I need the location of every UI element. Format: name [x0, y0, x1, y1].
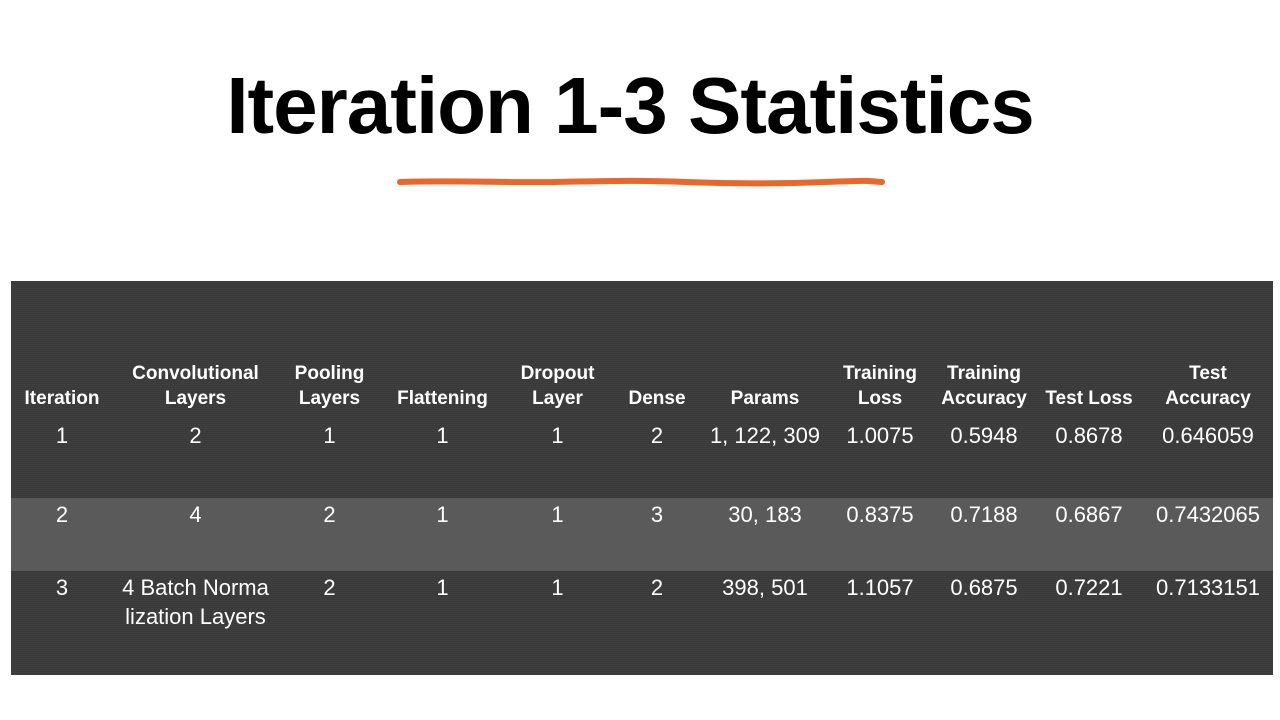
table-cell: 1.0075	[846, 423, 914, 448]
table-cell: 0.7432065	[1143, 498, 1273, 571]
table-cell: 3	[55, 575, 69, 600]
header-dropout-layer: Dropout Layer	[520, 363, 595, 409]
table-row: 3 4 Batch Normalization Layers 2 1 1 2 3…	[11, 571, 1273, 676]
table-cell: 0.5948	[950, 423, 1018, 448]
table-cell: 0.7133151	[1156, 575, 1260, 600]
header-training-accuracy: Training Accuracy	[941, 363, 1027, 409]
statistics-table-container: Iteration Convolutional Layers Pooling L…	[11, 281, 1273, 675]
table-cell: 1	[323, 423, 336, 448]
table-cell: 3	[611, 498, 703, 571]
table-cell: 1	[436, 423, 449, 448]
table-header-row: Iteration Convolutional Layers Pooling L…	[11, 281, 1273, 417]
table-cell: 2	[278, 498, 381, 571]
table-cell: 0.8375	[827, 498, 933, 571]
header-test-loss: Test Loss	[1045, 388, 1133, 409]
table-cell: 1	[55, 423, 69, 448]
table-cell-text: 4 Batch Normalization Layers	[122, 575, 269, 629]
header-dense: Dense	[628, 388, 686, 409]
table-cell: 2	[650, 423, 664, 448]
table-cell: 2	[189, 423, 202, 448]
table-cell: 2	[650, 575, 664, 600]
table-cell: 1	[381, 498, 504, 571]
table-cell: 0.646059	[1162, 423, 1254, 448]
table-cell: 398, 501	[722, 575, 808, 600]
table-cell: 30, 183	[703, 498, 827, 571]
table-cell: 1.1057	[846, 575, 914, 600]
table-cell: 1	[551, 575, 564, 600]
header-params: Params	[730, 388, 800, 409]
table-cell: 4	[113, 498, 278, 571]
header-flattening: Flattening	[397, 388, 488, 409]
table-cell: 1, 122, 309	[709, 423, 821, 448]
table-cell: 4 Batch Normalization Layers	[113, 571, 278, 676]
header-training-loss: Training Loss	[843, 363, 917, 409]
table-cell: 0.8678	[1055, 423, 1123, 448]
table-cell: 2	[11, 498, 113, 571]
table-cell: 0.6875	[950, 575, 1018, 600]
table-cell: 1	[436, 575, 449, 600]
title-underline-decoration	[397, 177, 885, 187]
table-row: 2 4 2 1 1 3 30, 183 0.8375 0.7188 0.6867…	[11, 498, 1273, 571]
statistics-table: Iteration Convolutional Layers Pooling L…	[11, 281, 1273, 676]
table-cell: 0.7221	[1055, 575, 1123, 600]
table-cell: 1	[551, 423, 564, 448]
table-cell: 2	[323, 575, 336, 600]
table-row: 1 2 1 1 1 2 1, 122, 309 1.0075 0.5948 0.…	[11, 417, 1273, 498]
table-cell: 1	[504, 498, 611, 571]
header-pooling-layers: Pooling Layers	[294, 363, 365, 409]
slide-title: Iteration 1-3 Statistics	[226, 61, 1034, 150]
header-test-accuracy: Test Accuracy	[1165, 363, 1251, 409]
header-iteration: Iteration	[24, 388, 100, 409]
table-cell: 0.6867	[1035, 498, 1143, 571]
table-cell: 0.7188	[933, 498, 1035, 571]
header-convolutional-layers: Convolutional Layers	[132, 363, 259, 409]
